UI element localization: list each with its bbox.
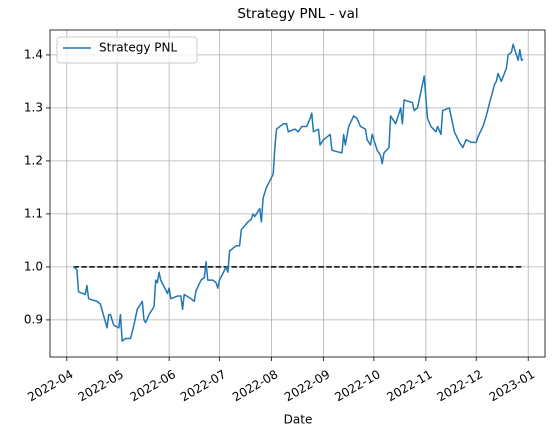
x-tick-label: 2022-06 (128, 367, 178, 404)
y-tick-label: 0.9 (24, 312, 43, 326)
legend-box (56, 36, 198, 64)
plot-frame (49, 29, 546, 358)
legend-label: Strategy PNL (99, 41, 177, 55)
legend: Strategy PNL (56, 36, 198, 64)
x-tick-label: 2022-11 (384, 367, 434, 404)
x-tick-label: 2022-12 (435, 367, 485, 404)
x-tick-label: 2022-04 (25, 367, 75, 404)
line-series (73, 43, 524, 342)
x-tick-label: 2022-05 (76, 367, 126, 404)
chart-title: Strategy PNL - val (237, 6, 358, 22)
y-tick-label: 1.3 (24, 100, 43, 114)
x-axis-label: Date (284, 413, 313, 427)
y-tick-label: 1.4 (24, 47, 43, 61)
y-tick-label: 1.2 (24, 153, 43, 167)
x-tick-label: 2022-08 (230, 367, 280, 404)
x-tick-label: 2023-01 (487, 367, 537, 404)
y-tick-label: 1.1 (24, 206, 43, 220)
x-tick-label: 2022-10 (332, 367, 382, 404)
x-tick-label: 2022-09 (282, 367, 332, 404)
x-tick-label: 2022-07 (178, 367, 228, 404)
y-tick-label: 1.0 (24, 259, 43, 273)
